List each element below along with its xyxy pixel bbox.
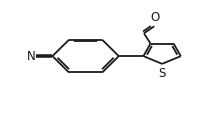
Text: S: S	[158, 67, 166, 80]
Text: O: O	[151, 11, 160, 24]
Text: N: N	[27, 50, 35, 63]
